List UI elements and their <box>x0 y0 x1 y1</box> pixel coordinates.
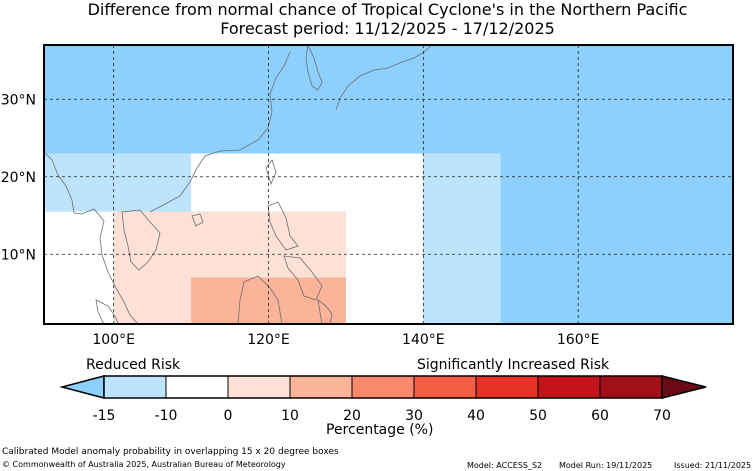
method-note: Calibrated Model anomaly probability in … <box>2 447 339 457</box>
model-name: Model: ACCESS_S2 <box>467 461 543 470</box>
coastline-south-china <box>149 51 291 213</box>
coastline-sumatra <box>95 299 119 324</box>
coastline-borneo <box>237 275 283 324</box>
anomaly-box <box>345 211 424 324</box>
map-title: Difference from normal chance of Tropica… <box>87 0 688 19</box>
coastline-japan <box>335 45 433 111</box>
lon-label-140e: 140°E <box>402 332 445 348</box>
colorbar-cell <box>165 375 229 399</box>
increased-risk-label: Significantly Increased Risk <box>417 357 610 373</box>
lon-label-120e: 120°E <box>247 332 290 348</box>
copyright-note: © Commonwealth of Australia 2025, Austra… <box>2 460 286 469</box>
colorbar-cell <box>475 375 539 399</box>
anomaly-box <box>191 153 424 212</box>
colorbar-under-arrow <box>59 375 105 399</box>
colorbar-cell <box>351 375 415 399</box>
lat-label-20n: 20°N <box>1 170 36 186</box>
coastline-visayas-mindanao <box>283 255 323 301</box>
anomaly-boxes <box>44 45 733 324</box>
coastline-sulawesi <box>317 299 333 324</box>
colorbar: -15 -10 0 10 20 30 40 50 60 70 <box>59 375 707 424</box>
lon-label-100e: 100°E <box>92 332 135 348</box>
longitude-labels: 100°E 120°E 140°E 160°E <box>92 332 599 348</box>
map-gridlines <box>44 45 733 324</box>
coastline-indochina <box>121 209 161 271</box>
coastline-taiwan <box>265 159 277 186</box>
coastline-luzon <box>267 201 299 251</box>
model-run-date: Model Run: 19/11/2025 <box>559 461 653 470</box>
colorbar-tick-labels: -15 -10 0 10 20 30 40 50 60 70 <box>93 408 671 424</box>
colorbar-tick: 30 <box>405 408 423 424</box>
colorbar-cell <box>599 375 663 399</box>
colorbar-tick: 60 <box>591 408 609 424</box>
colorbar-tick: -10 <box>155 408 178 424</box>
colorbar-tick: 20 <box>343 408 361 424</box>
colorbar-tick: 0 <box>224 408 233 424</box>
reduced-risk-label: Reduced Risk <box>86 357 181 373</box>
lon-label-160e: 160°E <box>557 332 600 348</box>
colorbar-cells <box>103 375 663 399</box>
anomaly-box <box>44 211 114 324</box>
coastline-hainan <box>191 213 204 227</box>
colorbar-tick: 50 <box>529 408 547 424</box>
forecast-period: Forecast period: 11/12/2025 - 17/12/2025 <box>220 19 555 38</box>
anomaly-box <box>500 153 733 324</box>
colorbar-over-arrow <box>661 375 707 399</box>
colorbar-tick: 70 <box>653 408 671 424</box>
colorbar-cell <box>289 375 353 399</box>
colorbar-axis-label: Percentage (%) <box>326 422 434 438</box>
colorbar-cell <box>537 375 601 399</box>
coastline-china-mainland <box>44 151 139 324</box>
colorbar-cell <box>103 375 167 399</box>
colorbar-cell <box>227 375 291 399</box>
colorbar-tick: 40 <box>467 408 485 424</box>
anomaly-box <box>44 153 192 212</box>
anomaly-box <box>423 153 501 324</box>
latitude-labels: 30°N 20°N 10°N <box>1 92 36 263</box>
colorbar-tick: -15 <box>93 408 116 424</box>
lat-label-30n: 30°N <box>1 92 36 108</box>
lat-label-10n: 10°N <box>1 247 36 263</box>
coastlines <box>44 45 433 324</box>
issued-date: Issued: 21/11/2025 <box>674 461 752 470</box>
coastline-korea <box>305 45 323 91</box>
colorbar-tick: 10 <box>281 408 299 424</box>
map-frame <box>43 44 734 325</box>
colorbar-cell <box>413 375 477 399</box>
colorbar-outline <box>103 375 663 399</box>
